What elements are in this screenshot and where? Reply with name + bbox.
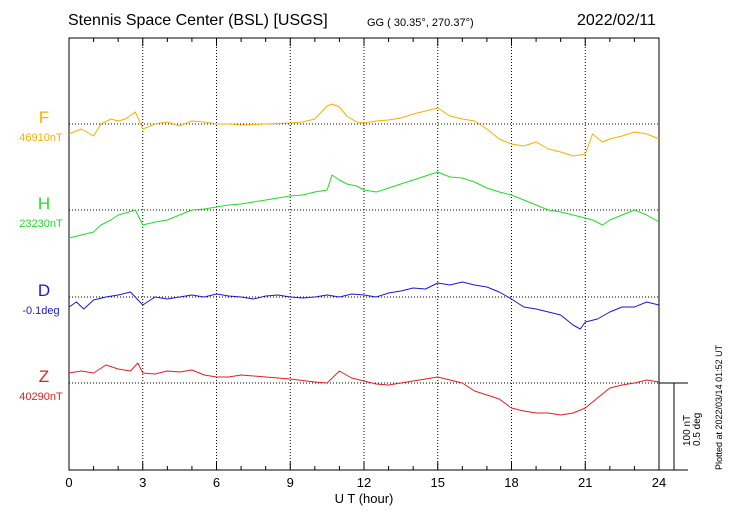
channel-name-h: H (38, 194, 50, 213)
x-tick-label: 6 (213, 475, 220, 490)
trace-h (68, 171, 660, 239)
channel-name-d: D (38, 281, 50, 300)
channel-baseline-z: 40290nT (19, 391, 63, 403)
x-tick-label: 3 (139, 475, 146, 490)
x-tick-label: 15 (431, 475, 445, 490)
x-axis-label: U T (hour) (335, 491, 394, 506)
station-title: Stennis Space Center (BSL) [USGS] (68, 12, 328, 29)
channel-baseline-h: 23230nT (19, 218, 63, 230)
trace-f (68, 103, 660, 157)
channel-name-z: Z (39, 367, 49, 386)
station-coordinates: GG ( 30.35°, 270.37°) (367, 17, 474, 29)
x-tick-label: 9 (287, 475, 294, 490)
channel-baseline-d: -0.1deg (22, 305, 59, 317)
trace-z (68, 362, 660, 416)
channel-baseline-f: 46910nT (19, 132, 63, 144)
x-tick-label: 21 (578, 475, 592, 490)
scale-nt-label: 100 nT (682, 415, 693, 446)
traces: F 46910nT H 23230nT D -0.1deg Z 40290nT (19, 103, 660, 416)
x-tick-label: 24 (652, 475, 666, 490)
x-tick-label: 0 (65, 475, 72, 490)
channel-name-f: F (39, 108, 49, 127)
chart-grid (69, 38, 659, 470)
scale-bar: 100 nT 0.5 deg (659, 382, 703, 471)
chart-date: 2022/02/11 (577, 12, 656, 29)
x-tick-label: 12 (357, 475, 371, 490)
scale-deg-label: 0.5 deg (692, 413, 703, 446)
x-tick-label: 18 (504, 475, 518, 490)
trace-d (68, 281, 660, 330)
x-axis: 0 3 6 9 12 15 18 21 24 (65, 38, 666, 490)
plotted-timestamp: Plotted at 2022/03/14 01:52 UT (714, 344, 724, 470)
